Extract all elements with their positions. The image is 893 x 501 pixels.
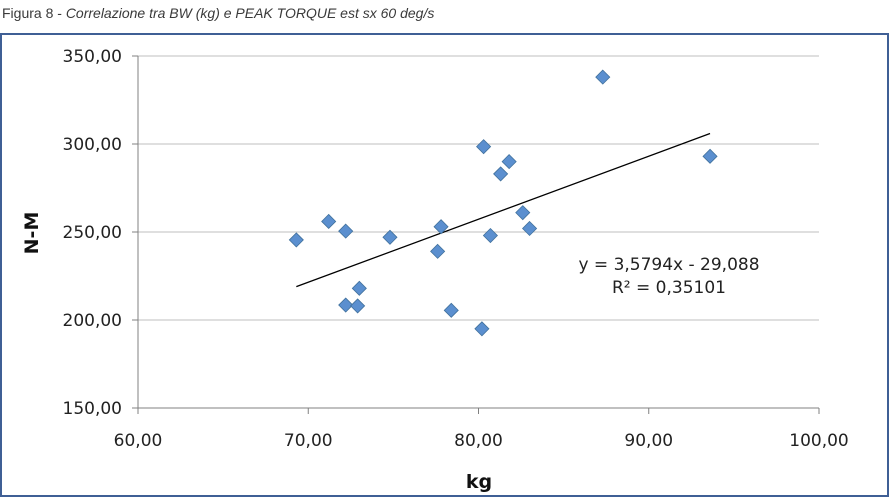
y-axis-title: N-M xyxy=(21,212,43,255)
data-point xyxy=(338,297,354,313)
x-tick-label: 80,00 xyxy=(454,431,503,451)
data-point xyxy=(595,69,611,85)
x-tick-label: 70,00 xyxy=(284,431,333,451)
axes xyxy=(132,55,820,414)
data-point xyxy=(476,139,492,155)
y-tick-label: 300,00 xyxy=(63,135,122,155)
data-points xyxy=(288,69,718,337)
data-point xyxy=(702,148,718,164)
figure-label: Figura 8 xyxy=(2,5,54,21)
tick-labels: 150,00 200,00 250,00 300,00 350,00 60,00 70,00… xyxy=(63,47,849,451)
x-tick-label: 60,00 xyxy=(114,431,163,451)
data-point xyxy=(338,223,354,239)
data-point xyxy=(515,205,531,221)
data-point xyxy=(351,280,367,296)
x-tick-label: 90,00 xyxy=(624,431,673,451)
data-point xyxy=(443,302,459,318)
x-axis-title: kg xyxy=(466,471,492,493)
y-tick-label: 350,00 xyxy=(63,47,122,67)
trendline-group xyxy=(296,132,711,288)
y-tick-label: 250,00 xyxy=(63,223,122,243)
chart-frame xyxy=(0,33,889,497)
data-point xyxy=(522,220,538,237)
data-point xyxy=(493,166,509,182)
data-point xyxy=(288,232,304,248)
data-point xyxy=(501,154,517,170)
data-point xyxy=(321,213,337,230)
y-tick-label: 200,00 xyxy=(63,311,122,331)
data-point xyxy=(430,243,446,259)
figure-caption: Figura 8 - Correlazione tra BW (kg) e PE… xyxy=(2,1,434,25)
data-point xyxy=(474,321,490,337)
data-point xyxy=(482,227,498,244)
y-tick-label: 150,00 xyxy=(63,399,122,419)
data-point xyxy=(433,219,449,235)
caption-separator: - xyxy=(53,5,66,21)
trendline xyxy=(296,132,711,288)
data-point xyxy=(382,229,398,245)
trendline-r-squared: R² = 0,35101 xyxy=(612,278,726,298)
figure-title: Correlazione tra BW (kg) e PEAK TORQUE e… xyxy=(65,5,435,21)
trendline-equation: y = 3,5794x - 29,088 xyxy=(578,255,759,275)
data-point xyxy=(350,298,366,314)
x-tick-label: 100,00 xyxy=(789,431,848,451)
gridlines xyxy=(138,55,819,409)
